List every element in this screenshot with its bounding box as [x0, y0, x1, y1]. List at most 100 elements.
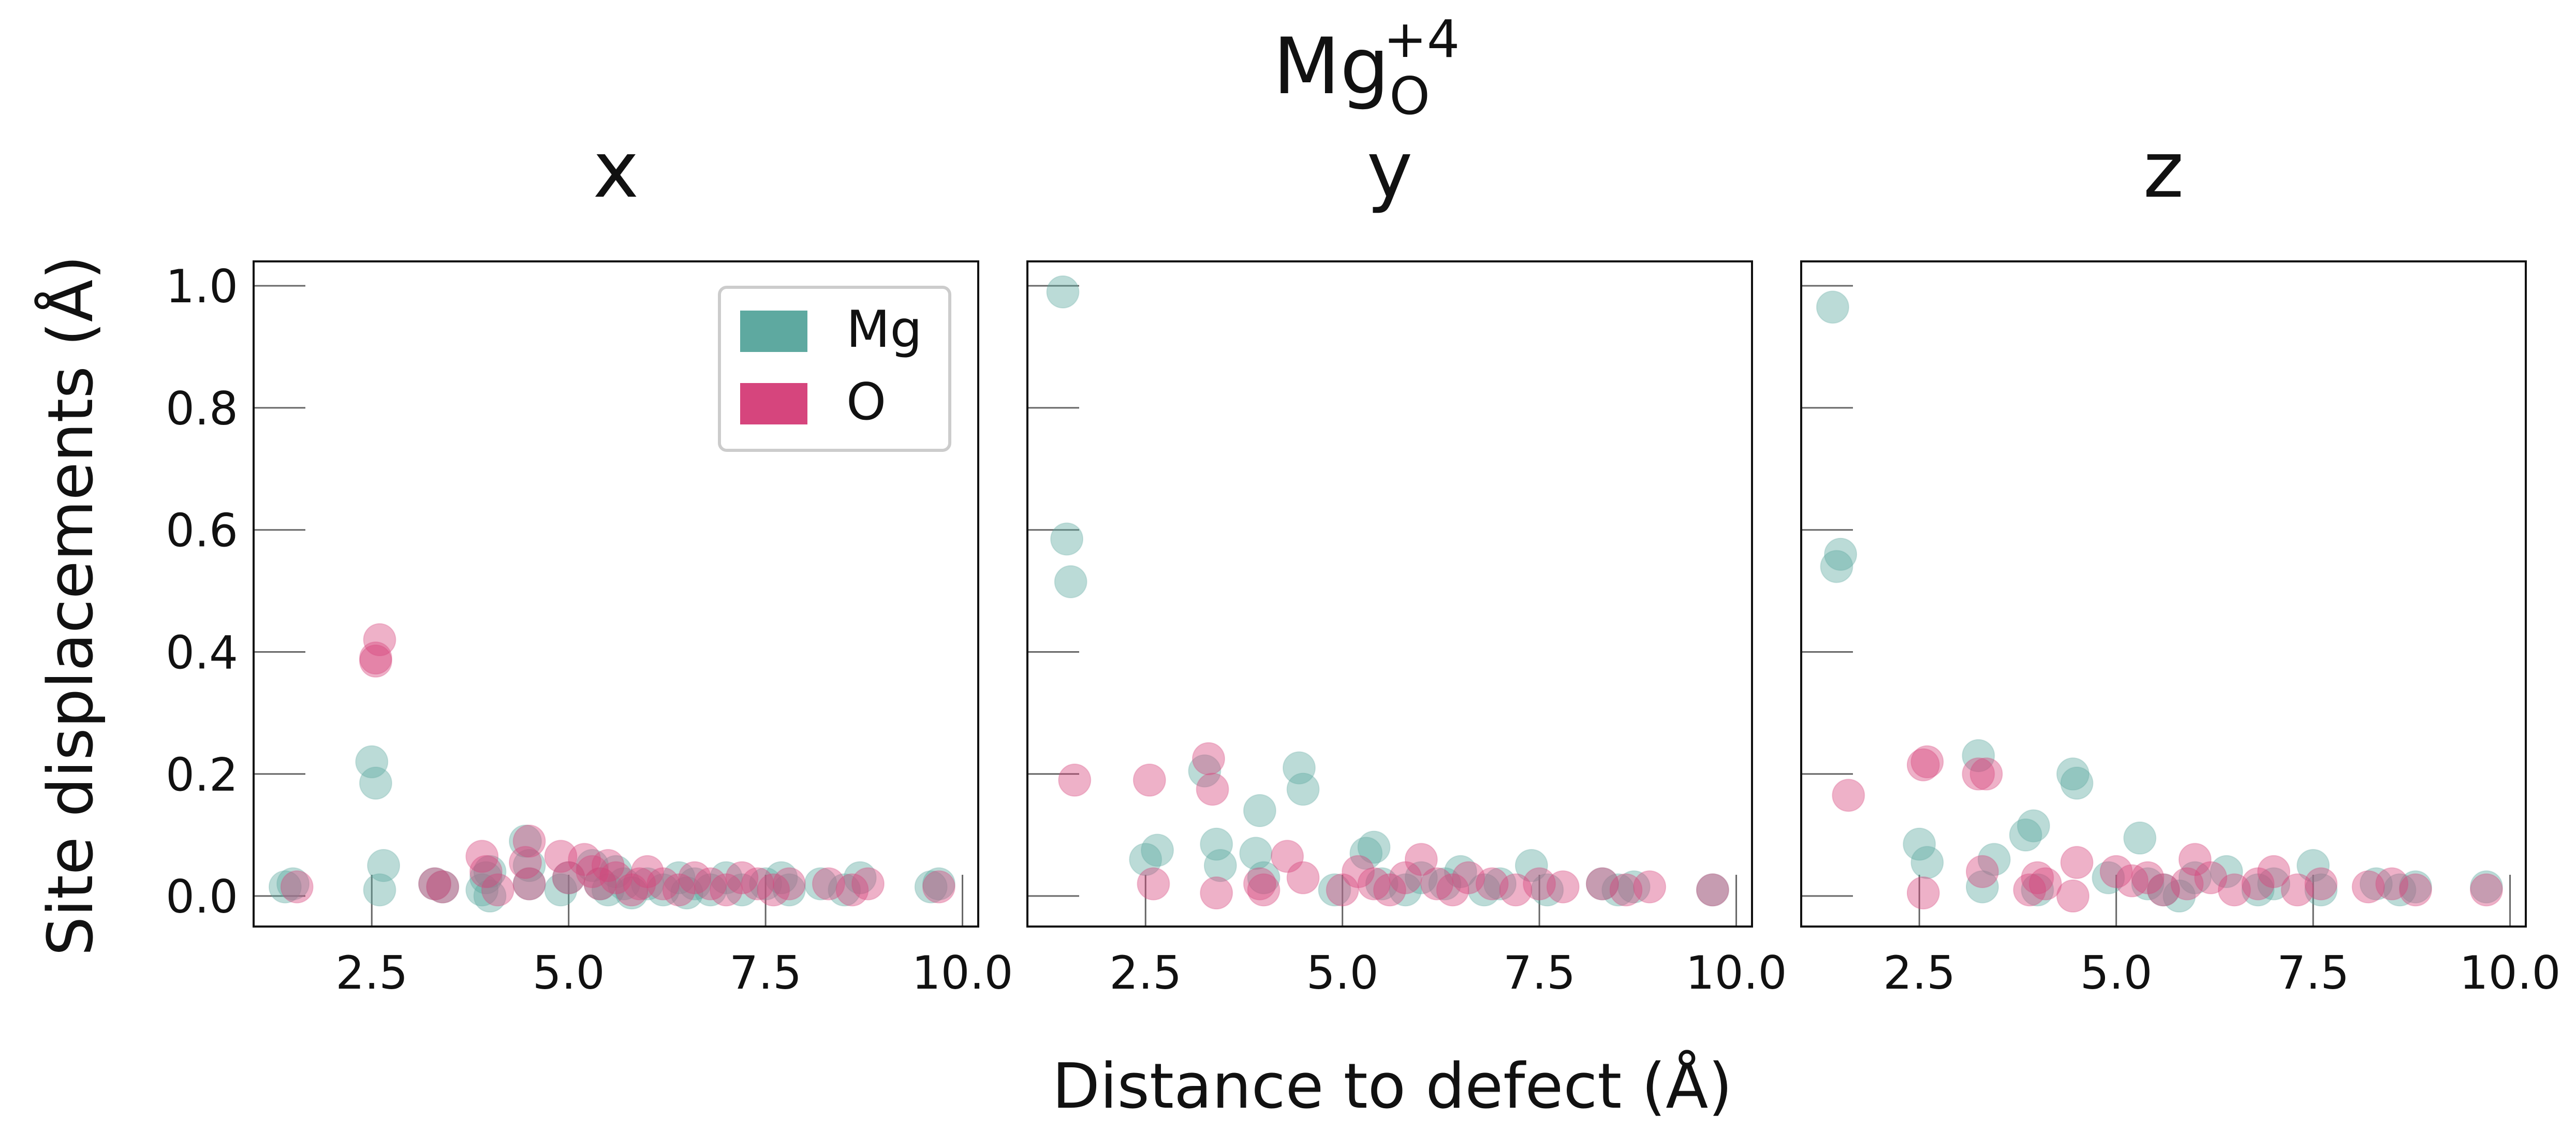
data-point-O	[1137, 867, 1170, 901]
data-point-O	[2099, 855, 2133, 888]
data-point-O	[2398, 873, 2432, 907]
data-point-Mg	[544, 873, 578, 907]
data-point-Mg	[670, 876, 703, 910]
data-point-O	[1910, 745, 1944, 778]
data-point-O	[1243, 867, 1276, 901]
legend: Mg O	[718, 286, 951, 452]
data-point-O	[678, 861, 712, 894]
data-point-Mg	[607, 867, 641, 901]
data-point-O	[481, 873, 514, 907]
data-point-O	[741, 867, 774, 901]
data-point-Mg	[1820, 550, 1853, 583]
data-point-O	[615, 873, 649, 907]
panel-frame	[253, 260, 979, 928]
data-point-Mg	[1601, 873, 1635, 907]
data-point-Mg	[1188, 754, 1221, 788]
y-tick-label: 0.2	[166, 748, 238, 801]
data-point-O	[1969, 757, 2003, 791]
data-point-Mg	[512, 867, 546, 901]
data-point-O	[1326, 873, 1359, 907]
data-point-O	[1696, 873, 1729, 907]
data-point-Mg	[1977, 843, 2011, 876]
data-point-Mg	[1129, 843, 1162, 876]
x-tick-label: 7.5	[2277, 946, 2349, 1000]
series-O	[1058, 742, 1729, 910]
data-point-Mg	[1203, 849, 1237, 883]
data-point-O	[1436, 873, 1469, 907]
data-point-Mg	[509, 824, 542, 858]
suptitle-base: Mg	[1273, 22, 1390, 112]
data-point-O	[2056, 879, 2089, 913]
data-point-O	[2351, 870, 2385, 904]
suptitle-superscript: +4	[1383, 9, 1460, 69]
data-point-Mg	[2016, 809, 2050, 843]
data-point-Mg	[2398, 870, 2432, 904]
data-point-O	[1404, 843, 1438, 876]
panel-y: y 2.5 5.0 7.5 10.0	[1026, 125, 1787, 1000]
data-point-O	[544, 840, 578, 873]
data-point-Mg	[1349, 836, 1383, 870]
data-point-O	[1192, 742, 1225, 775]
data-point-O	[469, 855, 503, 888]
data-point-O	[1906, 876, 1940, 910]
data-point-Mg	[678, 867, 712, 901]
data-point-Mg	[1050, 522, 1084, 556]
data-point-O	[1832, 778, 1865, 812]
data-point-Mg	[355, 745, 389, 778]
legend-swatch-O	[740, 383, 807, 424]
panel-title: y	[1367, 125, 1413, 215]
data-point-O	[512, 824, 546, 858]
legend-label-Mg: Mg	[846, 300, 922, 359]
data-point-Mg	[2131, 867, 2165, 901]
x-tick-label: 7.5	[729, 946, 802, 1000]
data-point-O	[2115, 864, 2149, 898]
data-point-O	[725, 861, 759, 894]
data-point-Mg	[591, 873, 625, 907]
data-point-O	[1546, 870, 1580, 904]
data-point-Mg	[473, 855, 507, 888]
legend-label-O: O	[846, 373, 886, 432]
data-point-Mg	[1286, 772, 1320, 806]
data-point-O	[646, 867, 680, 901]
data-point-O	[757, 873, 790, 907]
data-point-O	[2257, 855, 2291, 888]
data-point-O	[662, 873, 696, 907]
data-point-Mg	[1444, 855, 1477, 888]
data-point-Mg	[1530, 873, 1564, 907]
data-point-Mg	[1357, 830, 1391, 864]
data-point-O	[630, 855, 664, 888]
data-point-Mg	[363, 873, 396, 907]
data-point-O	[552, 861, 585, 894]
series-O	[280, 623, 955, 907]
data-point-Mg	[1365, 867, 1399, 901]
data-point-Mg	[662, 861, 696, 894]
data-point-Mg	[1910, 846, 1944, 879]
data-point-O	[812, 867, 845, 901]
panel-x: x 0.0 0.2 0.4 0.6 0.8 1.0 2.5 5.0 7.5 10.0	[166, 125, 1013, 1000]
data-point-O	[2147, 873, 2180, 907]
x-tick-label: 2.5	[1109, 946, 1182, 1000]
data-point-Mg	[2147, 873, 2180, 907]
data-point-O	[2170, 867, 2204, 901]
data-point-Mg	[1824, 537, 1858, 571]
data-point-O	[1200, 876, 1233, 910]
data-point-Mg	[1483, 867, 1517, 901]
data-point-O	[1286, 861, 1320, 894]
data-point-O	[2013, 873, 2047, 907]
data-point-O	[465, 840, 499, 873]
data-point-O	[1609, 873, 1643, 907]
data-point-Mg	[710, 861, 743, 894]
data-point-Mg	[1903, 827, 1936, 861]
data-point-Mg	[2210, 855, 2243, 888]
data-point-O	[568, 843, 601, 876]
data-point-O	[1452, 861, 1485, 894]
y-axis-label: Site displacements (Å)	[35, 255, 107, 956]
data-point-Mg	[1247, 861, 1280, 894]
data-point-Mg	[749, 867, 783, 901]
data-point-O	[1058, 763, 1092, 797]
data-point-Mg	[1966, 870, 1999, 904]
data-point-Mg	[725, 873, 759, 907]
data-point-O	[1499, 873, 1533, 907]
data-point-Mg	[2123, 821, 2157, 855]
data-point-O	[426, 870, 460, 904]
